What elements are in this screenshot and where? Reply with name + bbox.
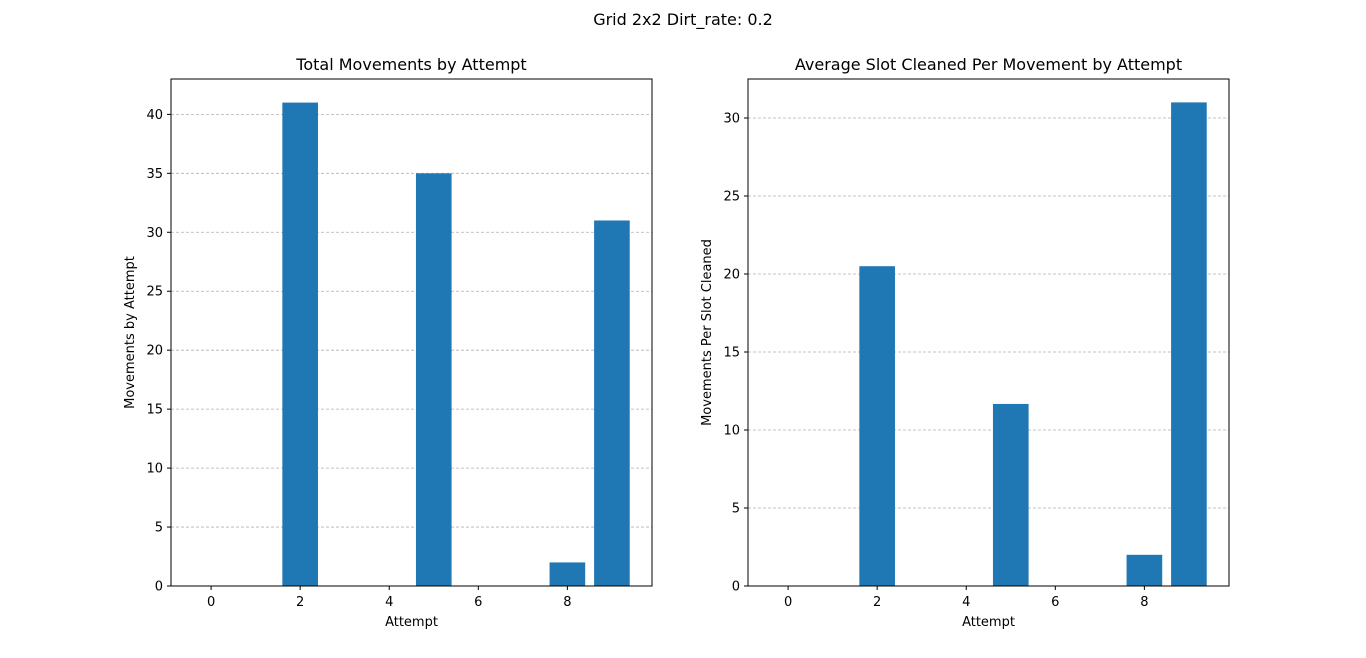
chart2-ytick-label: 15 — [723, 346, 740, 361]
chart1-ytick-label: 20 — [146, 344, 163, 359]
chart2-xtick-label: 6 — [1051, 595, 1059, 610]
chart1-xlabel: Attempt — [385, 615, 438, 630]
chart2-bar-9 — [1171, 102, 1207, 587]
figure-suptitle: Grid 2x2 Dirt_rate: 0.2 — [593, 10, 773, 29]
chart2-bar-5 — [992, 403, 1029, 586]
chart2-ytick-label: 10 — [723, 424, 740, 439]
chart2-ytick-label: 0 — [732, 580, 740, 595]
chart1-ytick-label: 0 — [155, 580, 163, 595]
chart2-ytick-label: 5 — [732, 502, 740, 517]
chart1-xtick-label: 2 — [296, 595, 304, 610]
chart1-bar-2 — [282, 102, 318, 587]
chart1-ytick-label: 40 — [146, 108, 163, 123]
chart1-ytick-label: 15 — [146, 403, 163, 418]
chart2-title: Average Slot Cleaned Per Movement by Att… — [795, 55, 1182, 74]
chart1-ytick-label: 30 — [146, 226, 163, 241]
chart1-title: Total Movements by Attempt — [295, 55, 526, 74]
chart2-ylabel: Movements Per Slot Cleaned — [700, 239, 715, 426]
chart1-xtick-label: 6 — [474, 595, 482, 610]
chart2-ytick-label: 20 — [723, 268, 740, 283]
chart2-bar-8 — [1126, 554, 1163, 586]
chart1-bar-8 — [549, 562, 586, 586]
chart1-bar-9 — [594, 220, 630, 586]
chart1-ytick-label: 5 — [155, 521, 163, 536]
chart1-xtick-label: 8 — [563, 595, 571, 610]
chart2-axes-frame — [747, 78, 1230, 587]
chart2-ytick-label: 25 — [723, 190, 740, 205]
chart2-xtick-label: 2 — [873, 595, 881, 610]
chart1-axes-frame — [170, 78, 653, 587]
chart1-xtick-label: 0 — [207, 595, 215, 610]
chart2-bar-2 — [859, 266, 895, 586]
chart2-xtick-label: 8 — [1140, 595, 1148, 610]
chart1-ytick-label: 25 — [146, 285, 163, 300]
chart2-xtick-label: 0 — [784, 595, 792, 610]
chart1-ytick-label: 10 — [146, 462, 163, 477]
chart2-xlabel: Attempt — [962, 615, 1015, 630]
chart1-ytick-label: 35 — [146, 167, 163, 182]
chart2-xtick-label: 4 — [962, 595, 970, 610]
chart1-xtick-label: 4 — [385, 595, 393, 610]
chart2-ytick-label: 30 — [723, 112, 740, 127]
chart1-bar-5 — [415, 173, 452, 587]
chart1-ylabel: Movements by Attempt — [123, 256, 138, 409]
